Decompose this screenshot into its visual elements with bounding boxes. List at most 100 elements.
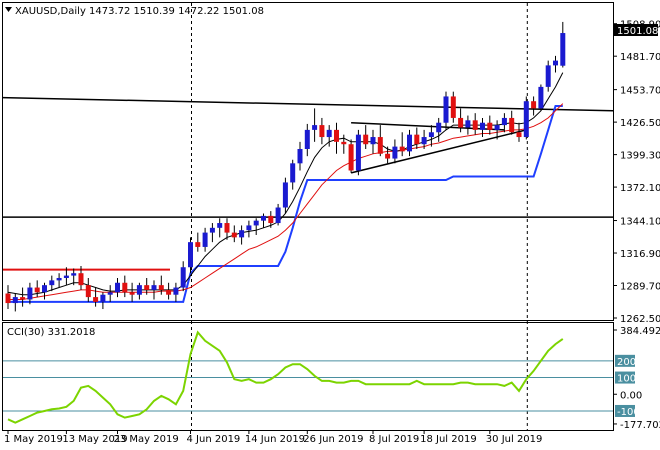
candle-body	[553, 60, 558, 66]
cci-label: CCI(30) 331.2018	[7, 327, 95, 338]
candle-body	[326, 129, 332, 138]
candle-body	[49, 280, 55, 286]
candle-body	[399, 146, 405, 152]
candle-body	[355, 134, 361, 171]
candle-body	[363, 134, 369, 145]
time-tick-label: 30 Jul 2019	[486, 434, 543, 445]
cci-tick-label: 100	[617, 374, 636, 385]
candle-body	[348, 144, 354, 171]
candle-body	[78, 273, 84, 286]
candle-body	[392, 146, 398, 159]
cci-tick-label: -100	[617, 407, 640, 418]
cci-tick-label: 384.4925	[620, 326, 660, 337]
price-tick-label: 1289.70	[620, 282, 660, 293]
candle-body	[158, 285, 164, 290]
price-tick-label: 1426.50	[620, 118, 660, 129]
candle-body	[268, 215, 274, 224]
candle-body	[458, 117, 464, 128]
candle-body	[494, 125, 500, 130]
candle-body	[421, 137, 427, 145]
candle-body	[71, 273, 77, 276]
candle-body	[166, 289, 172, 295]
candle-body	[239, 230, 245, 238]
long-trendline	[2, 96, 614, 112]
candle-body	[516, 132, 522, 138]
time-tick-label: 26 Jun 2019	[303, 434, 363, 445]
cci-tick-label: 0.00	[620, 390, 642, 401]
candle-body	[12, 297, 18, 304]
last-price-tag	[614, 24, 658, 36]
candle-body	[290, 163, 296, 183]
dropdown-triangle-icon[interactable]	[5, 7, 12, 12]
candle-body	[275, 207, 281, 224]
candle-body	[538, 86, 544, 109]
cci-panel[interactable]	[2, 322, 614, 431]
candle-body	[180, 267, 186, 288]
price-tick-label: 1316.90	[620, 249, 660, 260]
candle-body	[56, 277, 62, 281]
candle-body	[282, 182, 288, 208]
time-tick-label: 23 May 2019	[114, 434, 179, 445]
ohlc-readout: 1473.72 1510.39 1472.22 1501.08	[89, 6, 264, 17]
last-price-text: 1501.08	[617, 26, 658, 37]
candle-body	[443, 96, 449, 123]
candle-body	[319, 125, 325, 138]
candle-body	[465, 120, 471, 128]
price-tick-label: 1372.10	[620, 183, 660, 194]
candle-body	[480, 122, 485, 130]
candle-body	[217, 223, 223, 228]
ma-slow-line	[8, 103, 564, 300]
candle-body	[93, 297, 99, 302]
cci-level-tag	[615, 404, 635, 417]
candle-body	[509, 117, 515, 133]
time-tick-label: 18 Jul 2019	[420, 434, 477, 445]
candle-body	[195, 242, 201, 247]
candle-body	[312, 125, 318, 130]
candle-body	[34, 287, 40, 293]
candle-body	[20, 297, 26, 300]
candle-body	[531, 101, 537, 109]
candle-body	[253, 220, 259, 226]
main-panel[interactable]	[2, 2, 614, 321]
candle-body	[370, 137, 376, 145]
candle-body	[224, 223, 230, 233]
candle-body	[129, 292, 135, 295]
candle-body	[202, 232, 208, 247]
candle-body	[246, 225, 252, 231]
time-tick-label: 13 May 2019	[62, 434, 127, 445]
candle-body	[231, 232, 237, 238]
candle-body	[501, 117, 507, 126]
candle-body	[115, 282, 120, 293]
candle-body	[472, 120, 478, 130]
price-tick-label: 1399.30	[620, 151, 660, 162]
candles	[5, 21, 566, 312]
candle-body	[209, 227, 215, 233]
price-tick-label: 1262.50	[620, 314, 660, 325]
candle-body	[27, 287, 33, 300]
candle-body	[261, 215, 266, 221]
cci-level-tag	[615, 371, 635, 384]
price-tick-label: 1453.70	[620, 86, 660, 97]
candle-body	[407, 134, 412, 152]
time-tick-label: 1 May 2019	[4, 434, 63, 445]
candle-body	[151, 285, 157, 290]
candle-body	[560, 33, 566, 66]
cci-line	[7, 330, 564, 424]
candle-body	[144, 285, 150, 290]
candle-body	[173, 287, 179, 295]
candle-body	[5, 293, 11, 304]
candle-body	[85, 285, 91, 298]
candle-body	[385, 153, 391, 159]
candle-body	[188, 242, 193, 268]
cci-tick-label: 200	[617, 357, 636, 368]
candle-body	[297, 148, 303, 164]
candle-body	[341, 141, 347, 145]
cci-tick-label: -177.702	[620, 420, 660, 431]
price-tick-label: 1344.10	[620, 217, 660, 228]
candle-body	[523, 101, 529, 138]
candle-body	[63, 275, 69, 278]
time-tick-label: 4 Jun 2019	[187, 434, 241, 445]
candle-body	[545, 65, 551, 87]
candle-body	[450, 96, 456, 118]
